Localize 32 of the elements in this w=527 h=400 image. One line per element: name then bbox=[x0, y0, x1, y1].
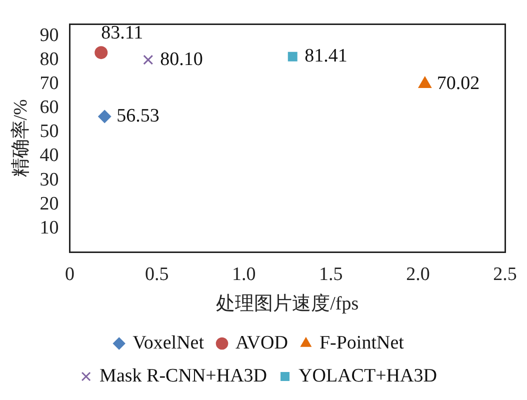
data-label: 83.11 bbox=[101, 22, 144, 44]
x-tick-label: 1.5 bbox=[319, 264, 343, 285]
y-axis-title: 精确率/% bbox=[9, 98, 32, 178]
data-label: 80.10 bbox=[160, 48, 203, 70]
x-tick-label: 2.0 bbox=[406, 264, 430, 285]
legend-label: VoxelNet bbox=[132, 332, 205, 354]
data-label: 81.41 bbox=[304, 46, 348, 67]
x-tick-label: 2.5 bbox=[493, 264, 517, 285]
point bbox=[418, 76, 432, 88]
x-tick-label: 1.0 bbox=[232, 264, 256, 285]
legend-label: Mask R-CNN+HA3D bbox=[100, 365, 268, 386]
y-tick-label: 40 bbox=[40, 145, 59, 166]
y-tick-label: 90 bbox=[40, 25, 59, 46]
y-tick-label: 10 bbox=[40, 217, 59, 238]
legend-label: AVOD bbox=[236, 332, 288, 354]
legend-label: F-PointNet bbox=[319, 332, 405, 354]
data-label: 70.02 bbox=[436, 73, 480, 94]
x-tick-label: 0.5 bbox=[144, 264, 169, 285]
legend-label: YOLACT+HA3D bbox=[298, 365, 437, 386]
y-tick-label: 70 bbox=[40, 73, 59, 94]
point bbox=[288, 52, 298, 62]
y-tick-label: 80 bbox=[40, 49, 59, 70]
x-tick-label: 0 bbox=[65, 264, 75, 285]
y-tick-label: 20 bbox=[40, 193, 59, 214]
y-tick-label: 60 bbox=[40, 97, 59, 118]
point bbox=[94, 46, 108, 60]
y-tick-label: 50 bbox=[40, 121, 59, 142]
y-tick-label: 30 bbox=[40, 169, 59, 190]
x-axis-title: 处理图片速度/fps bbox=[216, 292, 359, 315]
point bbox=[143, 54, 154, 65]
data-label: 56.53 bbox=[116, 105, 160, 126]
point bbox=[98, 110, 112, 123]
